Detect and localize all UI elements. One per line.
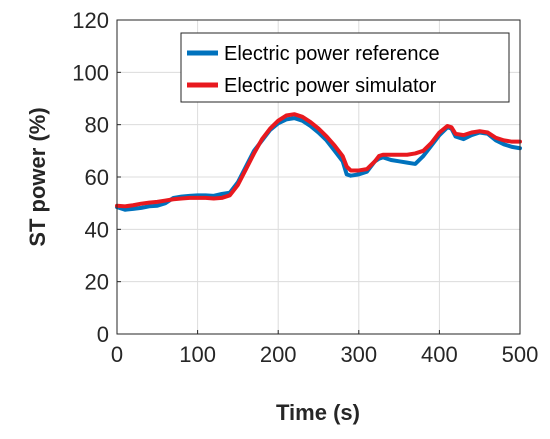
x-tick-label: 300 <box>340 342 377 367</box>
x-axis-label: Time (s) <box>276 400 360 425</box>
legend-entry-reference: Electric power reference <box>224 43 440 65</box>
ticks <box>116 19 521 335</box>
y-tick-label: 80 <box>85 113 109 138</box>
x-tick-label: 200 <box>260 342 297 367</box>
x-tick-label: 100 <box>179 342 216 367</box>
tick-labels: 0 100 200 300 400 500 0 20 40 60 80 100 120 <box>72 8 538 367</box>
y-tick-label: 20 <box>85 270 109 295</box>
y-axis-label: ST power (%) <box>25 107 50 246</box>
y-tick-label: 100 <box>72 60 109 85</box>
x-tick-label: 400 <box>421 342 458 367</box>
y-tick-label: 40 <box>85 217 109 242</box>
y-tick-label: 120 <box>72 8 109 33</box>
y-tick-label: 60 <box>85 165 109 190</box>
x-tick-label: 500 <box>502 342 539 367</box>
legend: Electric power reference Electric power … <box>180 32 510 103</box>
legend-entry-simulator: Electric power simulator <box>224 75 437 97</box>
x-tick-label: 0 <box>111 342 123 367</box>
series-line-simulator <box>115 112 522 209</box>
y-tick-label: 0 <box>97 322 109 347</box>
legend-box <box>180 32 510 103</box>
series-layer <box>115 112 522 212</box>
